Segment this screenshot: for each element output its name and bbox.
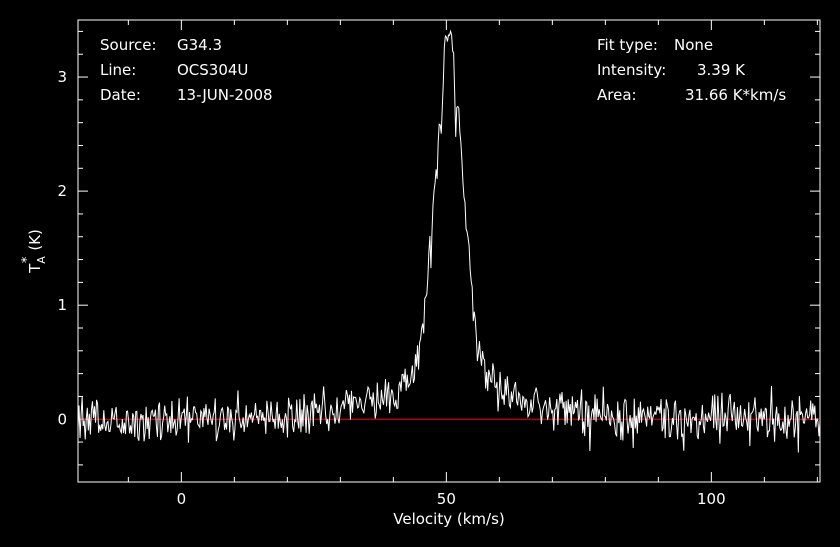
x-tick-label: 0 <box>177 490 187 508</box>
area-value: 31.66 K*km/s <box>685 86 786 104</box>
info-right: Fit type: None Intensity: 3.39 K Area: 3… <box>597 36 786 104</box>
y-axis-label-sup: * <box>20 256 35 263</box>
spectrum-series <box>77 29 821 453</box>
y-axis-label-base: T <box>26 263 44 274</box>
intensity-key: Intensity: <box>597 61 666 79</box>
x-axis-label: Velocity (km/s) <box>393 510 504 528</box>
info-left: Source: G34.3 Line: OCS304U Date: 13-JUN… <box>100 36 273 104</box>
svg-text:TA*(K): TA* (K) <box>20 229 48 274</box>
y-tick-label: 3 <box>57 68 67 86</box>
y-tick-label: 1 <box>57 296 67 314</box>
plot-frame <box>77 19 821 483</box>
x-tick-label: 100 <box>697 490 726 508</box>
intensity-value: 3.39 K <box>697 61 746 79</box>
y-axis-label-sub: A <box>35 256 48 264</box>
y-tick-label: 2 <box>57 182 67 200</box>
y-tick-label: 0 <box>57 410 67 428</box>
line-value: OCS304U <box>177 61 248 79</box>
date-key: Date: <box>100 86 141 104</box>
line-key: Line: <box>100 61 136 79</box>
tick-marks <box>78 20 820 482</box>
fit-type-value: None <box>674 36 713 54</box>
source-value: G34.3 <box>177 36 222 54</box>
y-axis-label: TA* (K) <box>20 229 48 274</box>
area-key: Area: <box>597 86 637 104</box>
y-axis-label-unit: (K) <box>26 229 44 251</box>
tick-labels: 0 50 100 0 1 2 3 <box>57 68 725 508</box>
fit-type-key: Fit type: <box>597 36 658 54</box>
date-value: 13-JUN-2008 <box>177 86 273 104</box>
source-key: Source: <box>100 36 157 54</box>
x-tick-label: 50 <box>437 490 456 508</box>
